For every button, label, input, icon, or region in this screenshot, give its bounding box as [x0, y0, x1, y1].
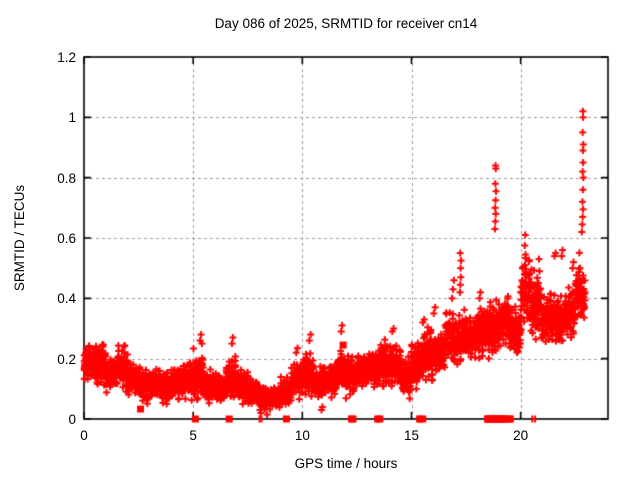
gnuplot-chart-image: Day 086 of 2025, SRMTID for receiver cn1… — [0, 0, 640, 480]
scatter-plot-canvas — [0, 0, 640, 480]
